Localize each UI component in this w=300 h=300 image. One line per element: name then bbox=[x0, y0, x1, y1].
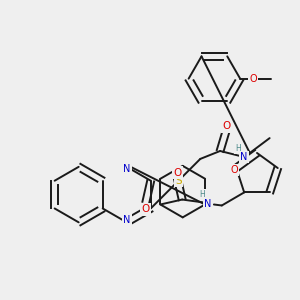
Text: O: O bbox=[173, 168, 182, 178]
Text: O: O bbox=[230, 165, 238, 175]
Text: O: O bbox=[249, 74, 257, 84]
Text: O: O bbox=[142, 204, 150, 214]
Text: N: N bbox=[204, 200, 211, 209]
Text: N: N bbox=[123, 164, 130, 174]
Text: N: N bbox=[240, 152, 247, 162]
Text: O: O bbox=[222, 121, 230, 131]
Text: H: H bbox=[235, 143, 241, 152]
Text: S: S bbox=[175, 176, 182, 186]
Text: N: N bbox=[123, 215, 130, 225]
Text: H: H bbox=[199, 190, 205, 199]
